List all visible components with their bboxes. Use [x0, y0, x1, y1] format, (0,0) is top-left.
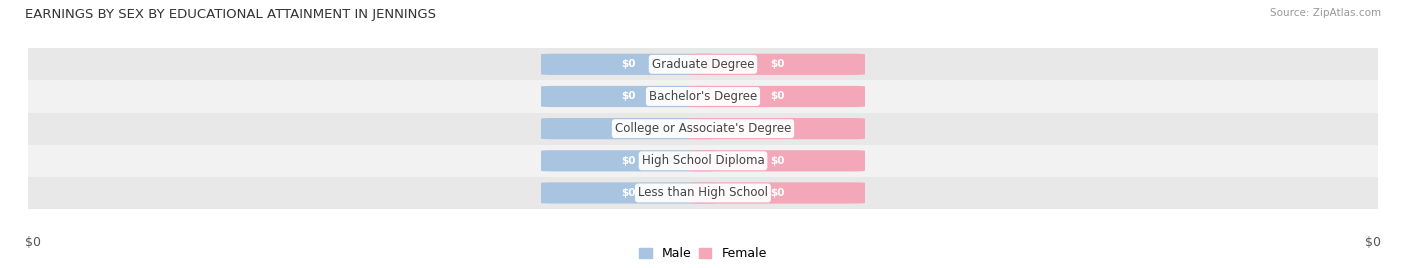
- Text: $0: $0: [621, 91, 636, 102]
- Text: College or Associate's Degree: College or Associate's Degree: [614, 122, 792, 135]
- FancyBboxPatch shape: [541, 150, 717, 172]
- Text: $0: $0: [770, 59, 785, 69]
- Text: Source: ZipAtlas.com: Source: ZipAtlas.com: [1270, 8, 1381, 18]
- Text: $0: $0: [770, 124, 785, 134]
- FancyBboxPatch shape: [541, 54, 717, 75]
- FancyBboxPatch shape: [689, 150, 865, 172]
- Text: Bachelor's Degree: Bachelor's Degree: [650, 90, 756, 103]
- FancyBboxPatch shape: [689, 86, 865, 107]
- Text: EARNINGS BY SEX BY EDUCATIONAL ATTAINMENT IN JENNINGS: EARNINGS BY SEX BY EDUCATIONAL ATTAINMEN…: [25, 8, 436, 21]
- Bar: [28, 145, 1378, 177]
- Text: Less than High School: Less than High School: [638, 187, 768, 199]
- Text: $0: $0: [621, 156, 636, 166]
- Text: $0: $0: [621, 124, 636, 134]
- Bar: [28, 113, 1378, 145]
- Text: Graduate Degree: Graduate Degree: [652, 58, 754, 71]
- Text: $0: $0: [621, 188, 636, 198]
- FancyBboxPatch shape: [689, 118, 865, 139]
- FancyBboxPatch shape: [541, 118, 717, 139]
- Text: $0: $0: [1365, 236, 1381, 249]
- Bar: [28, 48, 1378, 80]
- Text: $0: $0: [770, 156, 785, 166]
- Text: $0: $0: [25, 236, 41, 249]
- Bar: [28, 177, 1378, 209]
- Legend: Male, Female: Male, Female: [636, 243, 770, 264]
- Text: High School Diploma: High School Diploma: [641, 154, 765, 167]
- FancyBboxPatch shape: [541, 182, 717, 204]
- Bar: [28, 80, 1378, 113]
- FancyBboxPatch shape: [689, 54, 865, 75]
- Text: $0: $0: [770, 91, 785, 102]
- Text: $0: $0: [621, 59, 636, 69]
- Text: $0: $0: [770, 188, 785, 198]
- FancyBboxPatch shape: [541, 86, 717, 107]
- FancyBboxPatch shape: [689, 182, 865, 204]
